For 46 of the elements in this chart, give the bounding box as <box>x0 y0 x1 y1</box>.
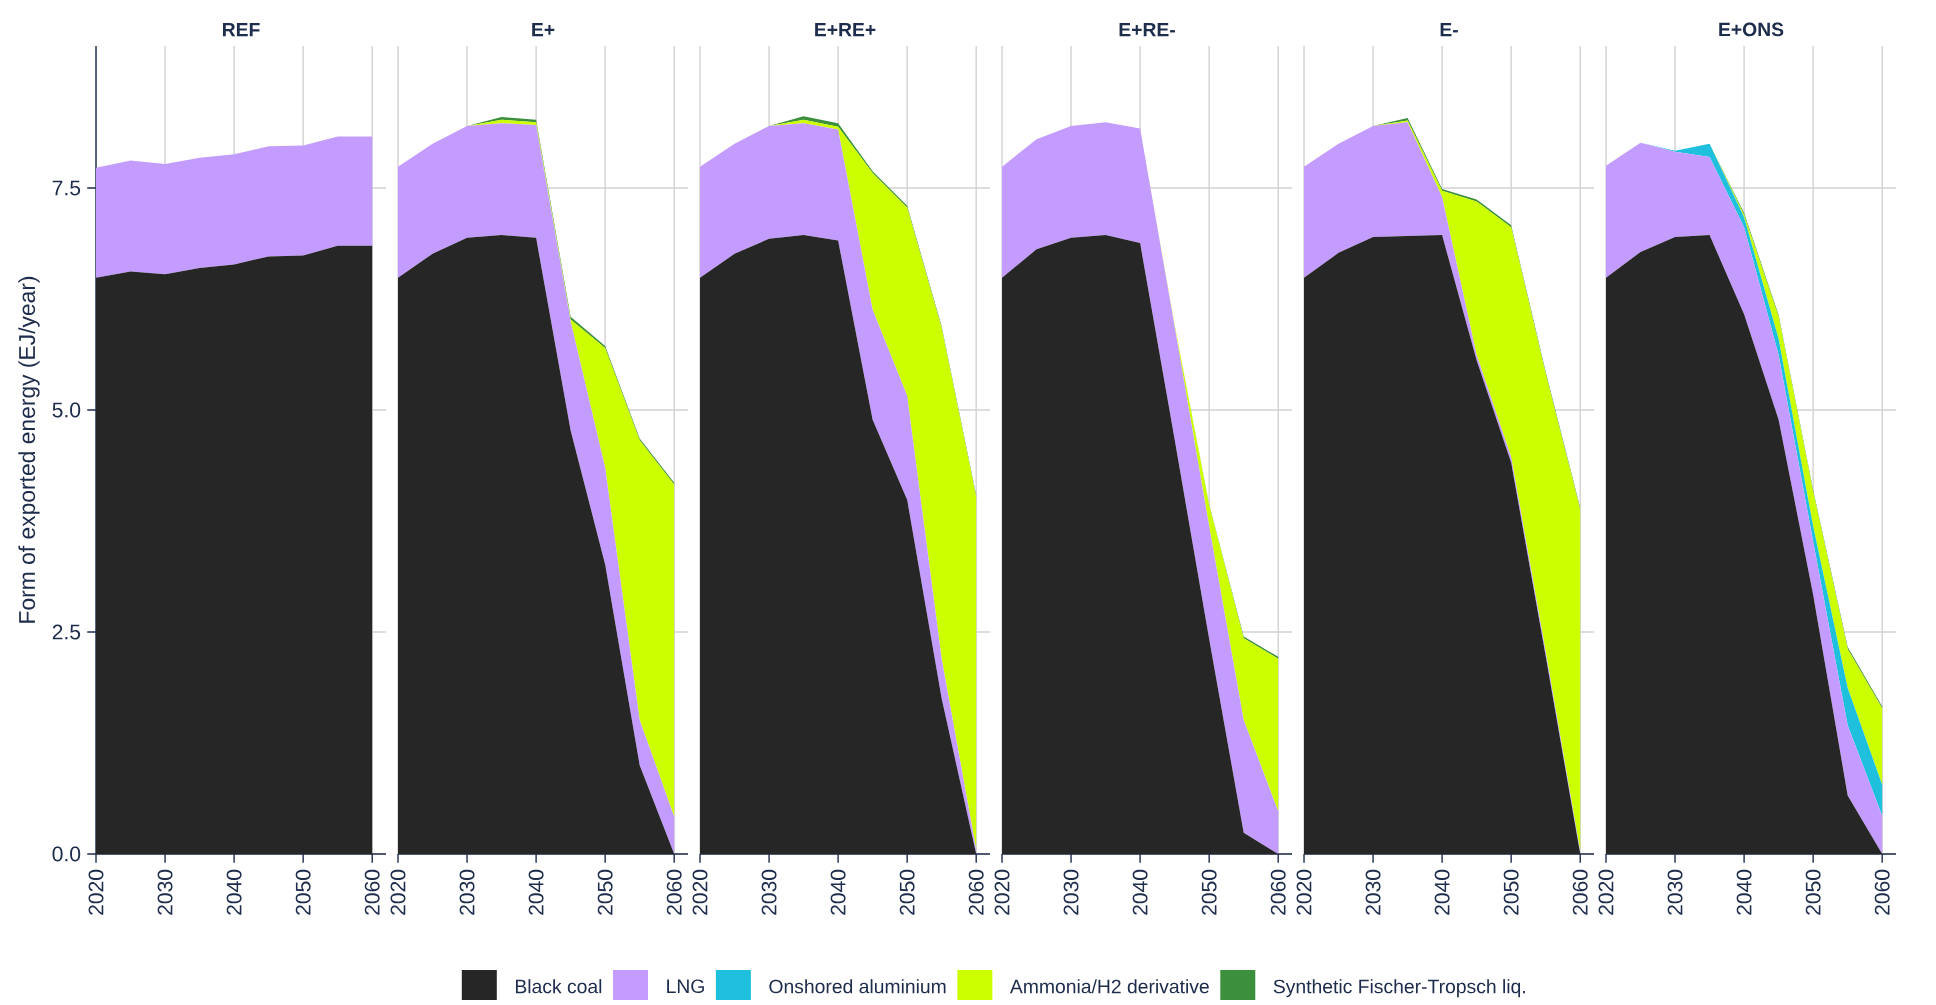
x-tick-label: 2030 <box>1365 869 1381 915</box>
x-tick-label: 2060 <box>1270 869 1286 915</box>
chart-title: E+RE- <box>1119 22 1175 37</box>
x-tick-label: 2050 <box>295 869 311 915</box>
x-tick-label: 2040 <box>1736 869 1752 915</box>
chart-title: E+RE+ <box>815 22 876 37</box>
x-tick-label: 2030 <box>1667 869 1683 915</box>
x-tick-label: 2050 <box>1805 869 1821 915</box>
y-tick-label: 0.0 <box>52 846 81 862</box>
chart-title: E- <box>1440 22 1458 37</box>
x-tick-label: 2030 <box>157 869 173 915</box>
x-tick-label: 2060 <box>1874 869 1890 915</box>
x-tick-label: 2020 <box>692 869 708 915</box>
y-tick-label: 7.5 <box>52 180 81 196</box>
x-tick-label: 2050 <box>1201 869 1217 915</box>
x-tick-label: 2040 <box>830 869 846 915</box>
x-tick-label: 2060 <box>364 869 380 915</box>
x-tick-label: 2020 <box>994 869 1010 915</box>
x-tick-label: 2040 <box>1434 869 1450 915</box>
x-tick-label: 2030 <box>459 869 475 915</box>
x-tick-label: 2050 <box>597 869 613 915</box>
legend-label: LNG <box>667 979 704 994</box>
x-tick-label: 2040 <box>1132 869 1148 915</box>
chart-title: REF <box>222 22 260 37</box>
x-tick-label: 2030 <box>1063 869 1079 915</box>
x-tick-label: 2050 <box>1503 869 1519 915</box>
y-tick-label: 5.0 <box>52 402 81 418</box>
chart-title: E+ <box>532 22 555 37</box>
x-tick-label: 2020 <box>1598 869 1614 915</box>
x-tick-label: 2020 <box>1296 869 1312 915</box>
x-tick-label: 2060 <box>968 869 984 915</box>
legend-label: Black coal <box>515 979 602 994</box>
x-tick-label: 2020 <box>390 869 406 915</box>
x-tick-label: 2040 <box>226 869 242 915</box>
y-axis-title: Form of exported energy (EJ/year) <box>18 276 40 623</box>
x-tick-label: 2060 <box>1572 869 1588 915</box>
legend-label: Onshored aluminium <box>769 979 946 994</box>
legend-label: Ammonia/H2 derivative <box>1009 979 1209 994</box>
x-tick-label: 2060 <box>666 869 682 915</box>
x-tick-label: 2040 <box>528 869 544 915</box>
x-tick-label: 2050 <box>899 869 915 915</box>
x-tick-label: 2020 <box>88 869 104 915</box>
y-tick-label: 2.5 <box>52 624 81 640</box>
chart-title: E+ONS <box>1719 22 1784 37</box>
x-tick-label: 2030 <box>761 869 777 915</box>
legend-label: Synthetic Fischer-Tropsch liq. <box>1273 979 1525 998</box>
